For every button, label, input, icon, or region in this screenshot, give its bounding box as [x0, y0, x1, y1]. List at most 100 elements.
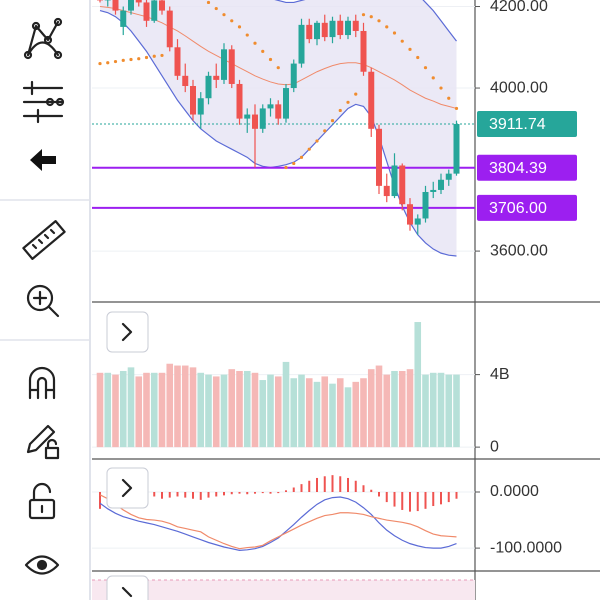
candle-body [213, 75, 220, 80]
candle-body [306, 24, 313, 40]
candle-body [376, 128, 382, 186]
macd-histogram-bar [176, 491, 179, 497]
macd-histogram-bar [168, 491, 171, 498]
volume-bar [406, 369, 414, 448]
macd-histogram-bar [432, 491, 435, 507]
sar-dot [431, 76, 435, 80]
sar-dot [330, 119, 335, 123]
price-badge [477, 111, 577, 138]
sar-dot [137, 57, 141, 61]
macd-line [99, 496, 457, 551]
sar-dot [230, 19, 234, 23]
volume-bar [205, 374, 212, 448]
volume-bar [352, 381, 360, 448]
volume-bar [119, 370, 127, 448]
macd-histogram-bar [300, 484, 303, 492]
volume-bar [220, 374, 228, 448]
volume-bar [174, 365, 181, 448]
sar-dot [346, 100, 350, 104]
drawing-lock[interactable] [26, 424, 60, 460]
sar-dot [152, 54, 156, 58]
price-badge [477, 154, 577, 181]
sar-dot [121, 58, 125, 62]
macd-histogram-bar [424, 491, 427, 509]
pane-background [92, 580, 475, 600]
macd-histogram-bar [153, 491, 156, 497]
toolbar [0, 0, 91, 600]
sar-dot [222, 13, 226, 17]
sar-dot [106, 61, 110, 65]
candle-body [337, 20, 344, 36]
candle-body [166, 10, 173, 48]
macd-histogram-bar [370, 489, 373, 492]
volume-bar [96, 372, 104, 448]
sar-dot [113, 59, 118, 64]
volume-bar [135, 376, 143, 448]
candle-body [430, 189, 437, 192]
price-badge-label: 3804.39 [489, 160, 547, 177]
volume-bar [212, 376, 220, 448]
macd-histogram-bar [246, 491, 249, 495]
sar-dot [284, 165, 288, 170]
sar-dot [454, 106, 459, 111]
volume-bar [228, 369, 236, 448]
candle-body [112, 0, 119, 11]
candle-body [159, 0, 165, 11]
sar-dot [323, 129, 327, 133]
volume-bar [197, 372, 205, 448]
collapse-button[interactable] [106, 575, 149, 600]
zoom-tool[interactable] [26, 284, 60, 318]
candle-body [221, 49, 227, 80]
candle-body [228, 49, 235, 84]
volume-bar [422, 374, 429, 448]
collapse-button[interactable] [106, 311, 149, 353]
visibility-tool[interactable] [24, 555, 60, 575]
macd-histogram-bar [269, 491, 272, 494]
band-fill [100, 0, 457, 256]
ruler-tool[interactable] [22, 220, 66, 260]
sar-dot [385, 25, 389, 29]
candle-body [128, 0, 134, 11]
candle-body [453, 124, 460, 174]
macd-histogram-bar [99, 491, 101, 509]
pattern-tool[interactable] [23, 17, 63, 60]
candle-body [205, 75, 212, 99]
candle-body [151, 0, 158, 21]
candle-body [345, 20, 351, 36]
magnet-tool[interactable] [28, 366, 56, 400]
sar-dot [315, 139, 319, 143]
back-arrow[interactable] [30, 149, 56, 171]
macd-histogram-bar [401, 491, 404, 510]
volume-bar [236, 370, 243, 448]
y-tick-label: 4200.00 [490, 0, 548, 15]
lock-tool[interactable] [28, 482, 56, 520]
price-badge-label: 3911.74 [489, 116, 546, 133]
volume-bar [112, 374, 119, 448]
price-badge-label: 3706.00 [489, 200, 547, 217]
candle-body [314, 22, 320, 40]
volume-bar [181, 365, 189, 448]
candle-body [252, 114, 258, 129]
collapse-button[interactable] [106, 467, 149, 509]
macd-histogram-bar [347, 477, 349, 492]
macd-histogram-bar [409, 491, 411, 512]
sar-dot [276, 66, 280, 70]
band-middle [99, 6, 457, 109]
sar-dot [214, 6, 218, 11]
macd-histogram-bar [161, 491, 163, 499]
macd-histogram-bar [385, 491, 388, 503]
sar-dot [377, 19, 381, 23]
price-pane [92, 0, 475, 257]
y-tick-label: 0.0000 [490, 483, 539, 500]
y-tick-label: 3600.00 [490, 242, 548, 259]
indicator-tool[interactable] [22, 80, 65, 124]
macd-histogram-bar [354, 480, 357, 492]
candle-body [190, 86, 196, 115]
candle-body [368, 71, 375, 129]
volume-bar [321, 376, 329, 448]
macd-histogram-bar [215, 491, 218, 497]
sar-dot [354, 92, 358, 96]
volume-bar [344, 387, 352, 448]
price-badge [477, 194, 577, 221]
